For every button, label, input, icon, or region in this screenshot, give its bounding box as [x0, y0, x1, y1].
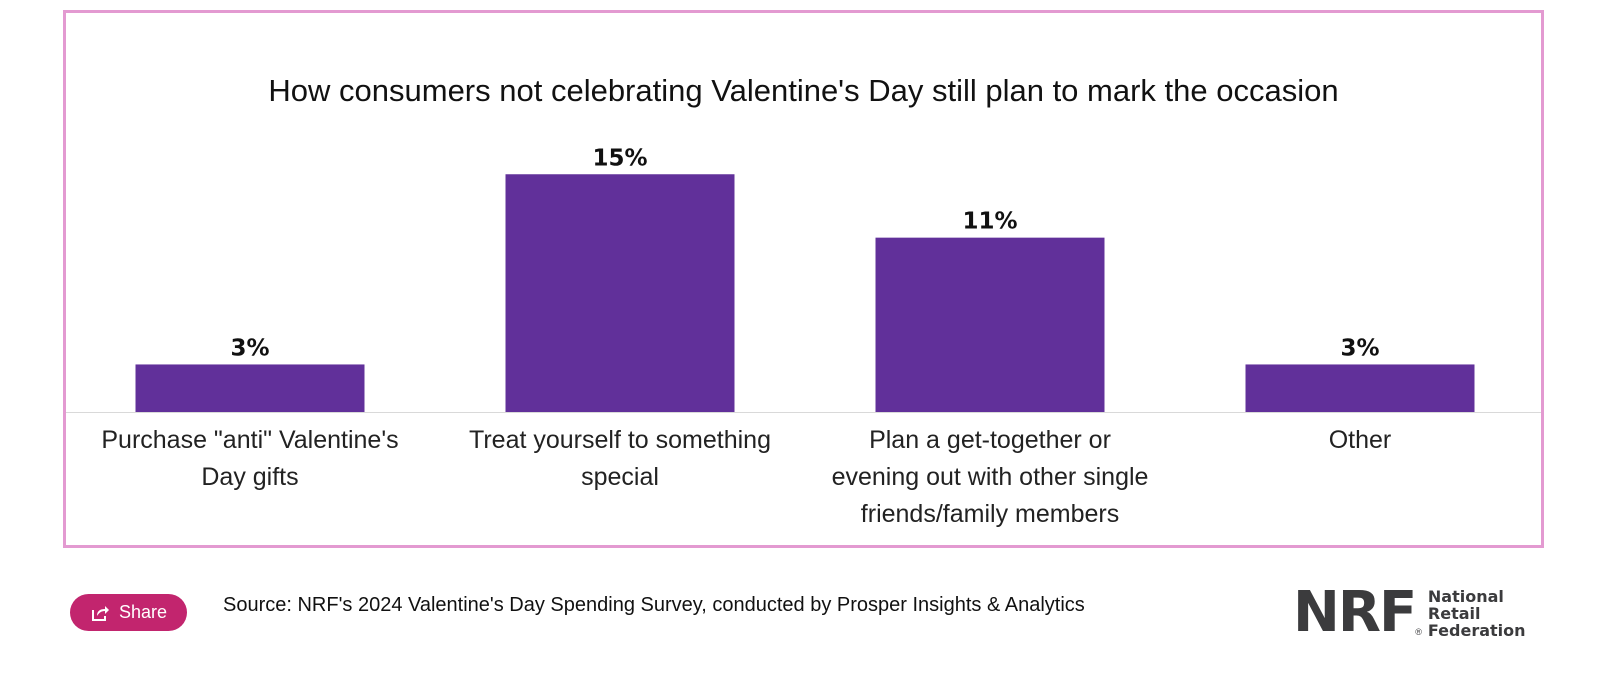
- category-label: Treat yourself to something special: [469, 426, 771, 491]
- nrf-logo: NRF ® National Retail Federation: [1293, 585, 1526, 641]
- nrf-logo-line: National: [1427, 586, 1504, 606]
- nrf-logo-wordmark: National Retail Federation: [1428, 588, 1526, 639]
- category-label: Purchase "anti" Valentine's Day gifts: [101, 426, 398, 491]
- category-label: Other: [1329, 426, 1392, 454]
- bar-chart: 3% Purchase "anti" Valentine's Day gifts 15…: [66, 145, 1541, 528]
- nrf-logo-registered: ®: [1415, 627, 1422, 637]
- data-label: 3%: [1340, 335, 1379, 361]
- data-label: 15%: [592, 145, 647, 171]
- source-note: Source: NRF's 2024 Valentine's Day Spend…: [223, 594, 1085, 616]
- bar: [505, 174, 735, 412]
- share-icon: [91, 605, 109, 621]
- chart-title: How consumers not celebrating Valentine'…: [268, 73, 1339, 108]
- share-button[interactable]: Share: [70, 594, 187, 631]
- nrf-logo-mark: NRF: [1293, 580, 1417, 645]
- bar: [1245, 364, 1475, 412]
- nrf-logo-line: Federation: [1427, 620, 1526, 640]
- bar: [875, 237, 1105, 412]
- data-label: 3%: [230, 335, 269, 361]
- chart-frame: How consumers not celebrating Valentine'…: [63, 10, 1544, 548]
- share-label: Share: [118, 602, 168, 622]
- nrf-logo-line: Retail: [1427, 603, 1481, 623]
- bar: [135, 364, 365, 412]
- category-label: Plan a get-together or evening out with o…: [832, 426, 1149, 528]
- data-label: 11%: [962, 209, 1017, 235]
